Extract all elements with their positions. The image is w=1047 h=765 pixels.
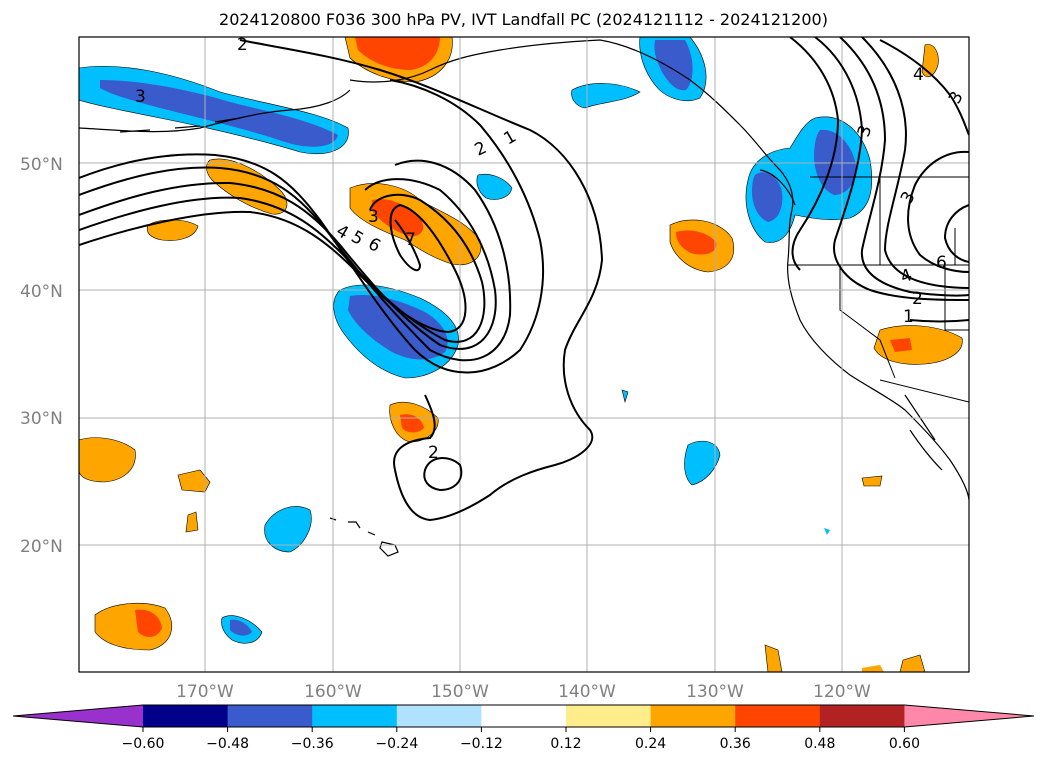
borders — [788, 176, 969, 403]
contour-label: 2 — [912, 289, 923, 309]
colorbar-segment — [227, 705, 313, 727]
colorbar-tick-label: 0.48 — [804, 736, 835, 752]
colorbar-tick-label: −0.24 — [375, 736, 418, 752]
contour-label: 3 — [135, 87, 146, 107]
pv-negative-anomalies — [79, 37, 873, 644]
lat-label: 20°N — [20, 537, 63, 557]
gridlines — [79, 37, 969, 672]
pv-positive-anomalies — [79, 37, 963, 672]
contour-label: 3 — [368, 207, 379, 227]
colorbar-tick-label: 0.12 — [550, 736, 581, 752]
coastlines — [79, 39, 969, 557]
colorbar-segment — [481, 705, 567, 727]
colorbar-tick-label: −0.48 — [206, 736, 249, 752]
colorbar-tick-label: −0.12 — [460, 736, 503, 752]
colorbar-tick-label: 0.36 — [720, 736, 751, 752]
lon-label: 170°W — [176, 682, 234, 702]
colorbar-segment — [650, 705, 736, 727]
contour-label: 2 — [237, 35, 248, 55]
lon-label: 160°W — [304, 682, 362, 702]
colorbar-segment — [735, 705, 821, 727]
lon-label: 140°W — [558, 682, 616, 702]
colorbar: −0.60 −0.48 −0.36 −0.24 −0.12 0.12 0.24 0.36 0.4… — [12, 704, 1035, 752]
colorbar-tick-label: 0.60 — [889, 736, 920, 752]
lon-label: 130°W — [686, 682, 744, 702]
colorbar-extend-max — [904, 705, 1034, 727]
colorbar-segment — [566, 705, 652, 727]
contour-label: 4 — [913, 65, 924, 85]
colorbar-tick-label: −0.36 — [291, 736, 334, 752]
colorbar-tick-label: 0.24 — [635, 736, 666, 752]
lat-label: 30°N — [20, 409, 63, 429]
latitude-labels: 50°N 40°N 30°N 20°N — [20, 155, 63, 557]
colorbar-segment — [396, 705, 482, 727]
lon-label: 120°W — [813, 682, 871, 702]
contour-label: 7 — [405, 230, 416, 250]
lat-label: 50°N — [20, 155, 63, 175]
colorbar-segment — [819, 705, 905, 727]
lat-label: 40°N — [20, 282, 63, 302]
ivt-contours — [79, 37, 969, 522]
colorbar-segment — [312, 705, 398, 727]
longitude-labels: 170°W 160°W 150°W 140°W 130°W 120°W — [176, 682, 871, 702]
lon-label: 150°W — [431, 682, 489, 702]
contour-label: 6 — [936, 253, 947, 273]
contour-label: 2 — [428, 443, 439, 463]
colorbar-segment — [143, 705, 229, 727]
colorbar-tick-label: −0.60 — [122, 736, 165, 752]
plot-frame — [78, 36, 970, 673]
map-title: 2024120800 F036 300 hPa PV, IVT Landfall… — [219, 10, 828, 29]
contour-label: 1 — [903, 307, 914, 327]
colorbar-extend-min — [13, 705, 143, 727]
